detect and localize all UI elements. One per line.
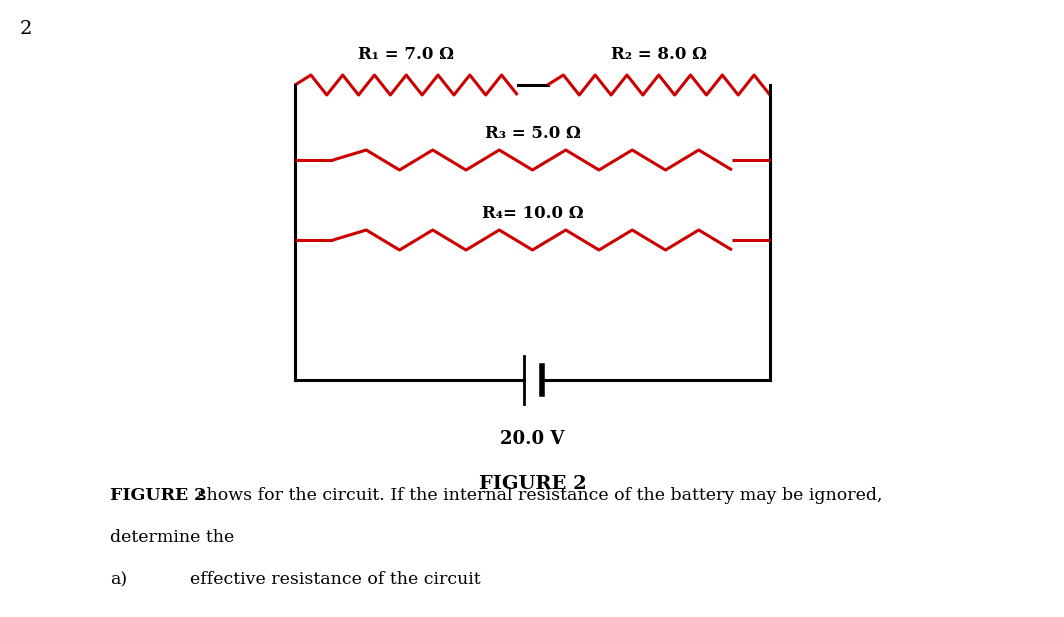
Text: R₄= 10.0 Ω: R₄= 10.0 Ω: [482, 205, 583, 222]
Text: 20.0 V: 20.0 V: [500, 430, 565, 448]
Text: R₃ = 5.0 Ω: R₃ = 5.0 Ω: [484, 125, 581, 142]
Text: FIGURE 2: FIGURE 2: [110, 487, 206, 504]
Text: R₁ = 7.0 Ω: R₁ = 7.0 Ω: [359, 46, 454, 63]
Text: R₂ = 8.0 Ω: R₂ = 8.0 Ω: [611, 46, 706, 63]
Text: effective resistance of the circuit: effective resistance of the circuit: [190, 571, 481, 588]
Text: 2: 2: [20, 20, 32, 38]
Text: determine the: determine the: [110, 529, 234, 546]
Text: shows for the circuit. If the internal resistance of the battery may be ignored,: shows for the circuit. If the internal r…: [192, 487, 882, 504]
Text: a): a): [110, 571, 127, 588]
Text: FIGURE 2: FIGURE 2: [479, 475, 586, 493]
